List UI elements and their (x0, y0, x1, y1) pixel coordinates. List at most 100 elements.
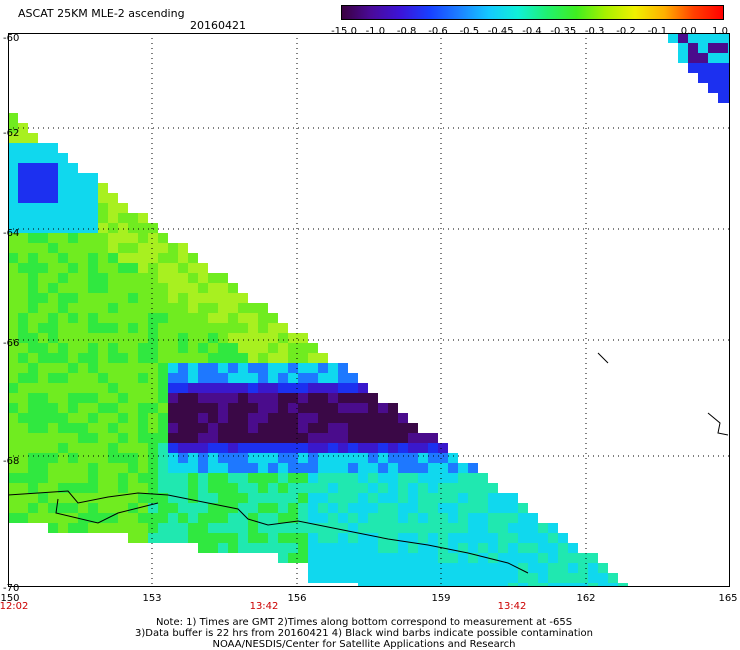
wind-cell (8, 263, 18, 273)
wind-cell (308, 493, 318, 503)
wind-cell (68, 463, 78, 473)
wind-cell (8, 313, 18, 323)
wind-cell (328, 403, 338, 413)
wind-cell (108, 213, 118, 223)
wind-cell (118, 283, 128, 293)
wind-cell (168, 303, 178, 313)
wind-cell (248, 303, 258, 313)
wind-cell (518, 583, 528, 587)
wind-cell (388, 533, 398, 543)
wind-cell (58, 503, 68, 513)
wind-cell (198, 443, 208, 453)
wind-cell (48, 403, 58, 413)
wind-cell (488, 573, 498, 583)
wind-cell (368, 463, 378, 473)
wind-cell (168, 423, 178, 433)
wind-cell (108, 483, 118, 493)
wind-cell (148, 493, 158, 503)
wind-cell (458, 553, 468, 563)
wind-cell (138, 403, 148, 413)
wind-cell (98, 323, 108, 333)
wind-cell (48, 253, 58, 263)
wind-cell (98, 233, 108, 243)
wind-cell (58, 493, 68, 503)
wind-cell (588, 583, 598, 587)
wind-cell (358, 393, 368, 403)
wind-cell (438, 513, 448, 523)
wind-cell (398, 503, 408, 513)
wind-cell (438, 473, 448, 483)
wind-cell (138, 323, 148, 333)
wind-cell (68, 523, 78, 533)
wind-cell (318, 473, 328, 483)
wind-cell (378, 513, 388, 523)
wind-cell (8, 243, 18, 253)
wind-cell (118, 223, 128, 233)
wind-cell (288, 503, 298, 513)
wind-cell (458, 543, 468, 553)
wind-cell (8, 413, 18, 423)
wind-cell (578, 573, 588, 583)
wind-cell (208, 333, 218, 343)
wind-cell (488, 543, 498, 553)
wind-cell (128, 533, 138, 543)
wind-cell (18, 423, 28, 433)
wind-cell (188, 383, 198, 393)
wind-cell (48, 263, 58, 273)
wind-cell (338, 513, 348, 523)
wind-cell (248, 373, 258, 383)
wind-cell (388, 453, 398, 463)
wind-cell (178, 413, 188, 423)
wind-cell (148, 453, 158, 463)
wind-cell (68, 193, 78, 203)
wind-cell (108, 233, 118, 243)
wind-cell (158, 503, 168, 513)
wind-cell (418, 563, 428, 573)
wind-cell (58, 173, 68, 183)
map-date: 20160421 (190, 19, 246, 32)
wind-cell (298, 523, 308, 533)
wind-cell (288, 513, 298, 523)
wind-cell (48, 183, 58, 193)
wind-cell (338, 473, 348, 483)
wind-cell (268, 513, 278, 523)
wind-cell (198, 263, 208, 273)
wind-cell (418, 573, 428, 583)
wind-cell (298, 333, 308, 343)
wind-cell (18, 163, 28, 173)
wind-cell (278, 353, 288, 363)
wind-cell (8, 503, 18, 513)
wind-cell (228, 513, 238, 523)
wind-cell (138, 453, 148, 463)
wind-cell (88, 233, 98, 243)
wind-cell (58, 393, 68, 403)
wind-cell (198, 393, 208, 403)
wind-cell (288, 493, 298, 503)
wind-cell (58, 203, 68, 213)
wind-cell (208, 453, 218, 463)
wind-cell (38, 163, 48, 173)
wind-cell (208, 423, 218, 433)
wind-cell (488, 503, 498, 513)
wind-cell (218, 323, 228, 333)
latitude-label: -66 (3, 338, 20, 349)
longitude-label: 162 (576, 593, 596, 604)
wind-cell (458, 533, 468, 543)
wind-cell (358, 583, 368, 587)
wind-cell (158, 423, 168, 433)
wind-cell (58, 233, 68, 243)
wind-cell (438, 523, 448, 533)
wind-cell (8, 143, 18, 153)
wind-cell (208, 273, 218, 283)
wind-cell (208, 283, 218, 293)
wind-cell (348, 513, 358, 523)
wind-cell (58, 453, 68, 463)
wind-cell (198, 313, 208, 323)
wind-cell (498, 573, 508, 583)
wind-cell (318, 383, 328, 393)
wind-cell (388, 493, 398, 503)
wind-cell (268, 433, 278, 443)
wind-cell (378, 403, 388, 413)
wind-cell (48, 153, 58, 163)
wind-cell (478, 543, 488, 553)
